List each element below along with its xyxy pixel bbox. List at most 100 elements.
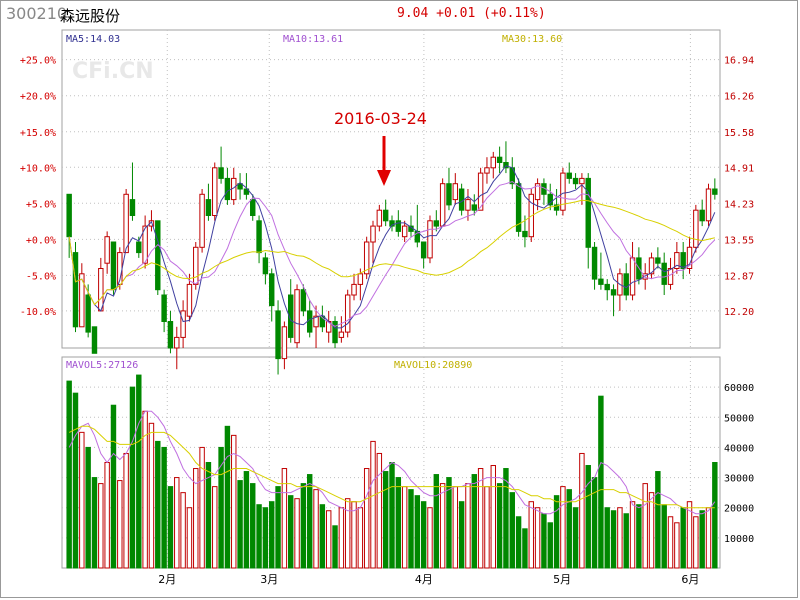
volume-tick-label: 30000 [724, 474, 754, 485]
volume-bar-down [623, 513, 629, 569]
volume-bar-up [617, 507, 623, 569]
volume-bar-down [458, 501, 465, 569]
candle-down [515, 183, 522, 232]
volume-bar-down [288, 495, 294, 569]
right-tick-label: 12.20 [724, 307, 754, 318]
volume-bar-up [123, 452, 129, 569]
volume-bar-down [250, 483, 256, 569]
candle-down [496, 156, 503, 163]
candle-down [237, 183, 243, 190]
left-tick-label: +5.0% [26, 199, 56, 210]
axis-labels: 16.94 +25.0% 16.26 +20.0% 15.58 +15.0% 14.91 +1… [20, 56, 754, 586]
legend-mavol10: MAVOL10:20890 [394, 360, 472, 371]
candle-down [610, 289, 617, 296]
candle-down [218, 167, 224, 179]
candle-up [667, 268, 674, 285]
volume-bar-down [275, 486, 281, 569]
candle-down [604, 283, 610, 291]
candle-down [661, 262, 667, 285]
candle-down [85, 294, 91, 333]
candle-down [395, 220, 402, 232]
volume-bar-down [471, 474, 478, 569]
left-tick-label: +15.0% [20, 128, 56, 139]
volume-bar-up [370, 440, 376, 569]
volume-tick-label: 50000 [724, 413, 754, 424]
candle-up [357, 273, 364, 285]
candle-up [693, 209, 699, 248]
volume-tick-label: 20000 [724, 504, 754, 515]
candle-down [503, 162, 509, 169]
volume-bar-down [610, 510, 617, 569]
candle-up [477, 172, 484, 211]
left-tick-label: +0.0% [26, 235, 56, 246]
volume-bar-up [186, 507, 193, 569]
ma-lines [68, 165, 716, 329]
volume-bar-up [490, 465, 496, 569]
candle-down [66, 193, 72, 238]
volume-bar-up [231, 434, 237, 569]
volume-bar-up [104, 462, 110, 569]
volume-bar-down [300, 483, 307, 569]
candle-down [566, 172, 572, 179]
volume-bar-up [648, 492, 655, 569]
watermark: CFi.CN [72, 59, 154, 84]
volume-bar-down [712, 462, 718, 569]
volume-bar-up [629, 501, 636, 569]
volume-bar-up [693, 516, 699, 569]
volume-bar-up [477, 468, 484, 569]
legend-ma10: MA10:13.61 [283, 34, 343, 45]
month-label: 5月 [553, 573, 571, 586]
volume-bar-down [72, 392, 79, 569]
legend-ma5: MA5:14.03 [66, 34, 120, 45]
candle-down [205, 199, 212, 217]
volume-bar-down [395, 477, 402, 569]
volume-bar-down [408, 489, 414, 569]
volume-tick-label: 10000 [724, 534, 754, 545]
volume-bar-down [553, 495, 560, 569]
candle-up [174, 336, 180, 349]
candle-down [433, 220, 440, 227]
ma30-line [68, 199, 715, 306]
candle-down [553, 204, 560, 211]
candle-down [250, 199, 256, 217]
candle-up [281, 326, 288, 360]
volume-bar-up [338, 507, 345, 569]
annotation-arrow [377, 136, 391, 186]
candle-down [547, 193, 553, 206]
volume-bar-down [237, 480, 243, 569]
volume-bar-down [110, 404, 117, 569]
candle-up [452, 183, 459, 201]
volume-bar-down [661, 504, 667, 569]
right-tick-label: 13.55 [724, 235, 754, 246]
volume-bar-up [344, 498, 351, 569]
month-label: 2月 [158, 573, 176, 586]
candle-up [376, 209, 383, 227]
volume-bar-down [515, 516, 522, 569]
candle-down [155, 220, 161, 291]
candle-down [591, 246, 598, 280]
volume-bar-up [313, 489, 319, 569]
candle-down [712, 188, 718, 195]
right-tick-label: 14.91 [724, 163, 754, 174]
volume-bar-down [91, 477, 98, 569]
volume-tick-label: 40000 [724, 443, 754, 454]
month-label: 4月 [415, 573, 433, 586]
candle-down [129, 199, 136, 217]
candle-down [136, 241, 142, 254]
volume-bar-down [218, 446, 224, 569]
volume-bar-down [256, 504, 262, 569]
candle-down [522, 230, 528, 238]
right-tick-label: 15.58 [724, 128, 754, 139]
volume-bar-up [686, 501, 693, 569]
volume-bar-down [503, 468, 509, 569]
month-label: 6月 [681, 573, 699, 586]
volume-bar-down [224, 425, 231, 569]
candle-up [180, 310, 186, 338]
left-tick-label: +10.0% [20, 163, 56, 174]
right-tick-label: 16.94 [724, 56, 754, 67]
volume-bar-up [376, 452, 383, 569]
candle-up [490, 156, 496, 169]
candle-up [338, 331, 345, 338]
